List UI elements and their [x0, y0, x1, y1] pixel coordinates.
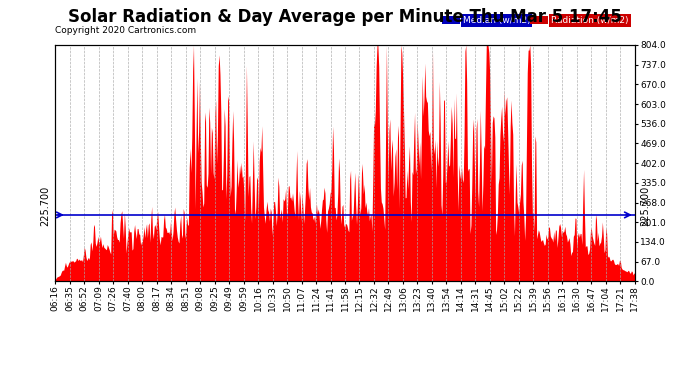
Legend: Median (w/m2), Radiation (w/m2): Median (w/m2), Radiation (w/m2) — [440, 14, 630, 27]
Text: Solar Radiation & Day Average per Minute Thu Mar 5 17:45: Solar Radiation & Day Average per Minute… — [68, 8, 622, 26]
Text: Copyright 2020 Cartronics.com: Copyright 2020 Cartronics.com — [55, 26, 197, 35]
Text: 225.700: 225.700 — [640, 186, 650, 226]
Text: 225.700: 225.700 — [40, 186, 50, 226]
